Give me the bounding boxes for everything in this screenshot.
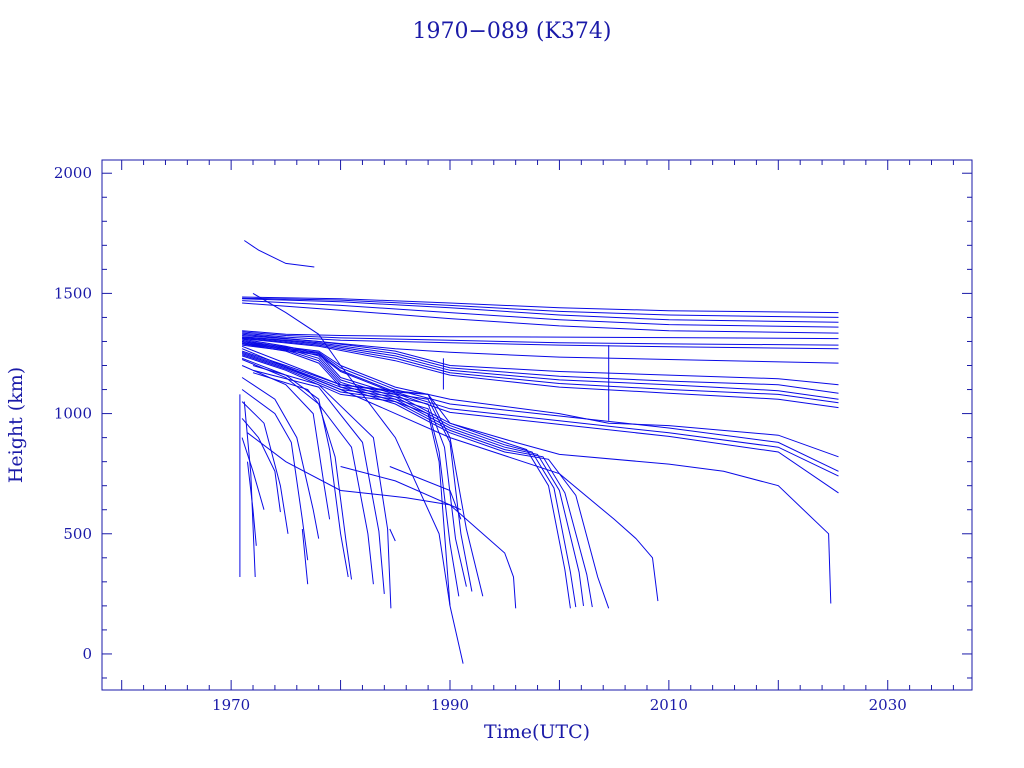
series-line: [241, 353, 467, 587]
series-line: [389, 466, 462, 520]
series-line: [241, 348, 659, 602]
series-line: [242, 330, 839, 340]
series-line: [241, 389, 309, 561]
series-line: [252, 365, 392, 609]
series-line: [241, 345, 832, 604]
series-line: [242, 339, 577, 608]
axis-ticks: [102, 160, 972, 690]
series-line: [242, 297, 839, 318]
series-line: [242, 341, 839, 458]
series-line: [241, 437, 265, 510]
series-line: [241, 401, 289, 534]
series-line: [241, 365, 331, 520]
series-line: [252, 369, 385, 594]
series-line: [241, 351, 473, 592]
series-line: [242, 343, 610, 609]
series-line: [301, 528, 309, 585]
series-line: [241, 377, 320, 539]
series-line: [242, 332, 839, 350]
series-line: [252, 292, 464, 664]
series-lines: [239, 240, 839, 664]
series-line: [242, 302, 839, 334]
series-line: [242, 342, 593, 608]
series-line: [242, 335, 839, 386]
y-tick-label: 500: [63, 525, 92, 543]
y-axis-label: Height (km): [5, 367, 27, 483]
series-line: [242, 296, 839, 314]
x-tick-label: 2030: [869, 696, 907, 714]
series-line: [242, 344, 839, 494]
y-tick-label: 2000: [54, 164, 92, 182]
series-line: [247, 461, 257, 546]
tick-labels: 1970 1990 2010 2030 0 500 1000 1500 2000: [54, 164, 907, 714]
series-line: [242, 298, 839, 323]
series-line: [242, 300, 839, 328]
series-line: [242, 341, 584, 606]
series-line: [241, 359, 352, 580]
series-line: [242, 338, 571, 609]
series-line: [242, 336, 839, 394]
y-tick-label: 1500: [54, 284, 92, 302]
series-line: [241, 355, 451, 606]
series-line: [242, 338, 839, 409]
series-line: [242, 331, 839, 346]
x-tick-label: 1990: [431, 696, 469, 714]
chart-title: 1970−089 (K374): [413, 19, 612, 44]
series-line: [242, 343, 839, 477]
x-tick-label: 2010: [650, 696, 688, 714]
series-line: [389, 528, 396, 542]
series-line: [242, 336, 839, 400]
x-axis-label: Time(UTC): [484, 721, 590, 743]
series-line: [244, 240, 315, 268]
series-line: [252, 372, 374, 585]
series-line: [247, 432, 462, 511]
y-tick-label: 0: [82, 645, 92, 663]
series-line: [340, 466, 517, 609]
series-line: [243, 401, 256, 578]
plot-frame: [101, 159, 973, 691]
y-tick-label: 1000: [54, 405, 92, 423]
x-tick-label: 1970: [212, 696, 250, 714]
series-line: [241, 357, 349, 578]
series-line: [241, 418, 281, 513]
series-line: [241, 354, 460, 597]
series-line: [242, 342, 839, 472]
series-line: [242, 337, 839, 404]
series-line: [241, 350, 484, 597]
